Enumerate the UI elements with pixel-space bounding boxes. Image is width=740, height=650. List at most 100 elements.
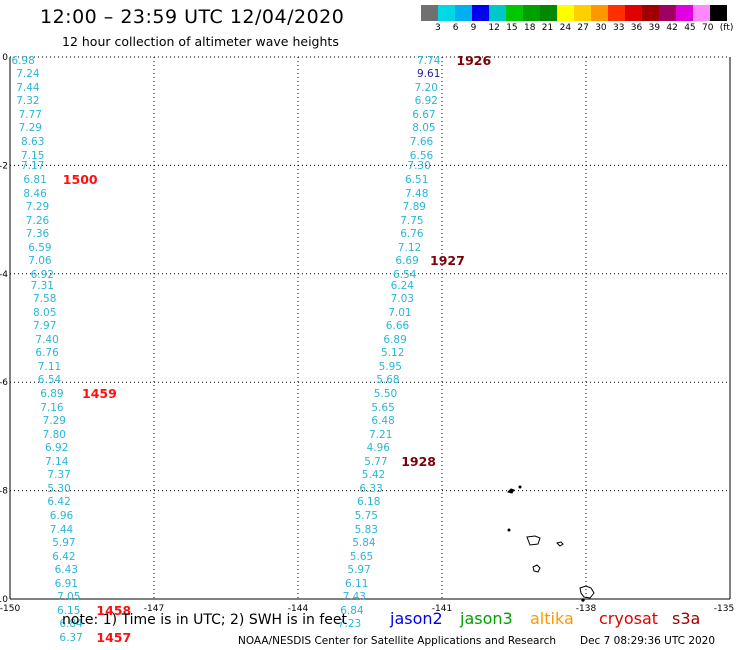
grid-lines bbox=[9, 56, 731, 600]
colorbar-swatch-0 bbox=[421, 5, 438, 21]
left-track-value: 5.97 bbox=[52, 537, 76, 550]
colorbar-label: 18 bbox=[524, 23, 536, 33]
colorbar-label: 42 bbox=[666, 23, 678, 33]
left-track-value: 6.37 bbox=[59, 631, 83, 644]
right-track-value: 7.75 bbox=[400, 214, 424, 227]
right-track-value: 5.42 bbox=[361, 469, 386, 482]
right-track-value: 5.83 bbox=[354, 523, 378, 536]
colorbar-label: 15 bbox=[506, 23, 518, 33]
pass-time-label: 1926 bbox=[456, 52, 492, 68]
island-7 bbox=[579, 585, 595, 599]
y-tick-label: -4 bbox=[0, 270, 8, 280]
y-tick-label: -10 bbox=[0, 595, 8, 605]
colorbar-label: 24 bbox=[559, 23, 572, 33]
right-track-value: 7.74 bbox=[417, 54, 441, 67]
left-track-value: 7.58 bbox=[33, 293, 57, 306]
colorbar-label: 39 bbox=[648, 23, 661, 33]
right-track-value: 7.01 bbox=[388, 306, 412, 319]
left-track-value: 7.17 bbox=[21, 160, 45, 173]
left-track-value: 7.06 bbox=[28, 255, 52, 268]
colorbar-swatch-3 bbox=[472, 5, 489, 21]
left-track-value: 6.81 bbox=[23, 173, 47, 186]
colorbar-label: 9 bbox=[470, 23, 477, 33]
colorbar-swatch-16 bbox=[693, 5, 710, 21]
right-track-value: 6.89 bbox=[383, 333, 407, 346]
colorbar-label: 27 bbox=[577, 23, 589, 33]
credit-text: NOAA/NESDIS Center for Satellite Applica… bbox=[238, 635, 556, 647]
satellite-jason2: jason2 bbox=[390, 609, 443, 628]
left-track-value: 6.98 bbox=[11, 54, 35, 67]
x-tick-label: -138 bbox=[576, 604, 597, 614]
right-track-value: 6.33 bbox=[359, 482, 383, 495]
satellite-altika: altika bbox=[530, 609, 574, 628]
right-track-value: 6.51 bbox=[405, 173, 429, 186]
colorbar-swatch-11 bbox=[608, 5, 625, 21]
left-track-value: 7.24 bbox=[16, 68, 40, 81]
left-track-value: 7.11 bbox=[37, 360, 62, 373]
left-track-value: 7.44 bbox=[49, 523, 74, 536]
right-track-value: 7.23 bbox=[337, 618, 362, 631]
page-title: 12:00 – 23:59 UTC 12/04/2020 bbox=[40, 6, 345, 28]
right-track-value: 5.77 bbox=[364, 455, 388, 468]
right-track-value: 7.48 bbox=[405, 187, 429, 200]
pass-time-label: 1457 bbox=[96, 629, 132, 645]
island-2 bbox=[518, 485, 522, 489]
right-track-value: 7.89 bbox=[402, 201, 426, 214]
right-track-value: 6.92 bbox=[414, 95, 438, 108]
left-track-value: 6.42 bbox=[52, 550, 76, 563]
island-1 bbox=[507, 488, 515, 494]
right-track-value: 5.65 bbox=[371, 401, 395, 414]
colorbar-swatch-1 bbox=[438, 5, 455, 21]
right-track-value: 6.76 bbox=[400, 228, 424, 241]
left-track-value: 7.77 bbox=[18, 108, 42, 121]
left-track-value: 8.46 bbox=[23, 187, 47, 200]
timestamp: Dec 7 08:29:36 UTC 2020 bbox=[580, 635, 716, 647]
right-track-value: 5.65 bbox=[349, 550, 374, 563]
left-track-value: 6.84 bbox=[59, 618, 83, 631]
y-tick-label: 0 bbox=[2, 53, 8, 63]
left-track-value: 7.40 bbox=[35, 333, 59, 346]
colorbar-swatch-12 bbox=[625, 5, 642, 21]
island-8 bbox=[581, 598, 585, 602]
left-track-value: 7.15 bbox=[21, 149, 45, 162]
y-tick-label: -2 bbox=[0, 161, 8, 171]
right-track-value: 9.61 bbox=[417, 68, 441, 81]
island-5 bbox=[556, 541, 564, 547]
left-track-value: 6.89 bbox=[40, 388, 64, 401]
right-track-value: 7.03 bbox=[390, 293, 414, 306]
left-track-value: 6.92 bbox=[30, 268, 54, 281]
left-track-value: 7.29 bbox=[42, 415, 66, 428]
right-track-value: 7.43 bbox=[342, 591, 366, 604]
left-track-value: 7.31 bbox=[30, 279, 54, 292]
right-track-value: 7.66 bbox=[409, 136, 434, 148]
left-track-value: 6.15 bbox=[57, 604, 81, 617]
pass-time-label: 1928 bbox=[401, 453, 436, 469]
left-track-value: 6.42 bbox=[47, 496, 71, 509]
right-track-value: 6.84 bbox=[340, 604, 364, 617]
y-tick-label: -6 bbox=[0, 378, 8, 388]
left-track-value: 8.63 bbox=[21, 136, 45, 148]
colorbar-swatch-2 bbox=[455, 5, 472, 21]
right-track-value: 6.54 bbox=[393, 268, 417, 281]
island-6 bbox=[532, 564, 541, 573]
colorbar-label: 21 bbox=[541, 23, 554, 33]
left-track-value: 6.92 bbox=[45, 442, 69, 455]
left-track-value: 8.05 bbox=[33, 306, 57, 319]
right-track-value: 5.12 bbox=[381, 347, 405, 360]
left-track-value: 5.30 bbox=[47, 482, 71, 495]
x-tick-label: -141 bbox=[432, 604, 452, 614]
colorbar-label: 45 bbox=[684, 23, 696, 33]
colorbar-swatch-13 bbox=[642, 5, 659, 21]
right-track-value: 5.84 bbox=[352, 537, 376, 550]
left-track-value: 7.97 bbox=[33, 320, 57, 333]
left-track-value: 6.54 bbox=[37, 374, 62, 387]
colorbar-label: 30 bbox=[595, 23, 607, 33]
right-track-value: 5.95 bbox=[378, 360, 402, 373]
satellite-s3a: s3a bbox=[672, 609, 701, 628]
left-track-value: 7.36 bbox=[25, 228, 50, 241]
colorbar-labels: 3 6 9 12 15 18 21 24 27 30 33 36 39 42 45 70 (ft) bbox=[421, 23, 740, 35]
left-track-value: 7.29 bbox=[18, 122, 42, 135]
pass-time-label: 1500 bbox=[62, 171, 98, 187]
right-track-value: 7.20 bbox=[414, 81, 438, 94]
colorbar-swatch-14 bbox=[659, 5, 676, 21]
